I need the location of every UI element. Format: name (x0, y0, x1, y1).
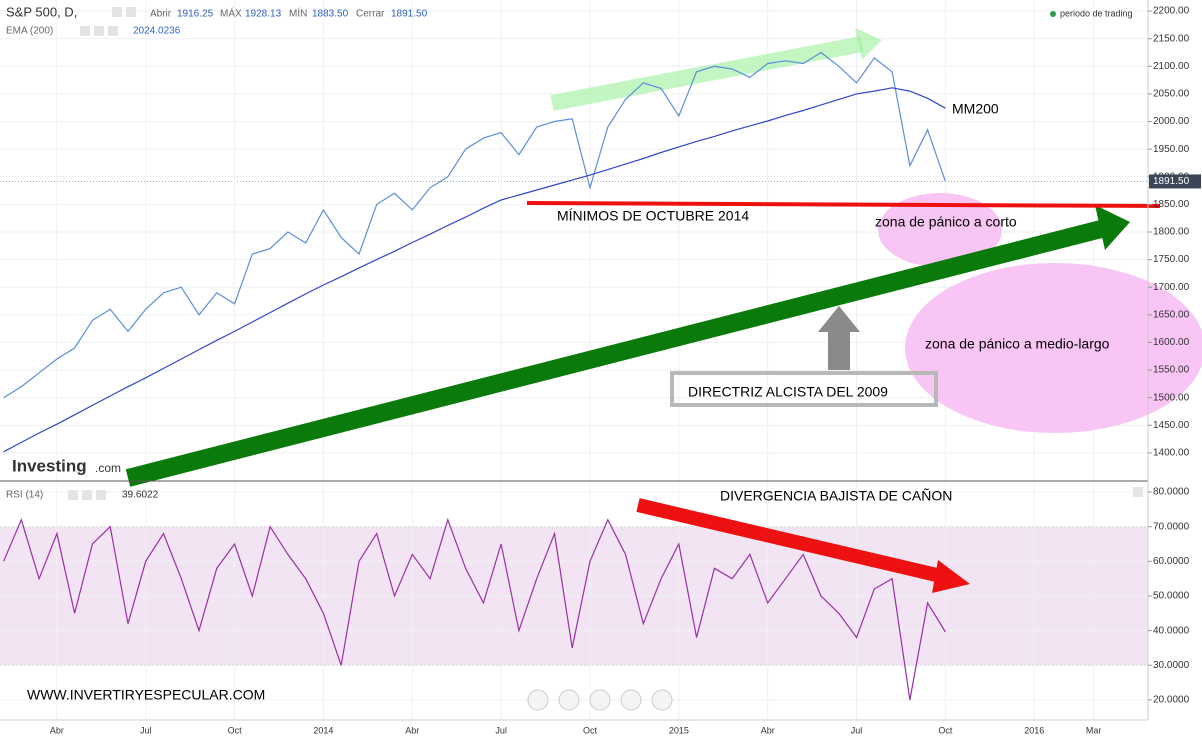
nav-button[interactable] (651, 689, 673, 711)
y-tick-label: 40.0000 (1153, 625, 1190, 636)
panic-zone (905, 263, 1202, 433)
rsi-label: RSI (14) (6, 490, 43, 501)
nav-buttons (527, 689, 673, 711)
y-tick-label: 1750.00 (1153, 254, 1190, 265)
nav-button[interactable] (589, 689, 611, 711)
x-tick-label: Abr (50, 725, 64, 735)
y-tick-label: 50.0000 (1153, 591, 1190, 602)
y-tick-label: 2150.00 (1153, 33, 1190, 44)
open-value: 1916.25 (177, 9, 214, 20)
panic-zone (878, 193, 1002, 267)
y-tick-label: 1950.00 (1153, 144, 1190, 155)
x-tick-label: 2014 (313, 725, 333, 735)
icon[interactable] (126, 7, 136, 17)
annotation: DIRECTRIZ ALCISTA DEL 2009 (688, 384, 888, 400)
y-tick-label: 1700.00 (1153, 282, 1190, 293)
series-line (3, 517, 946, 701)
arrow-body (828, 330, 850, 370)
high-value: 1928.13 (245, 9, 282, 20)
y-tick-label: 2100.00 (1153, 61, 1190, 72)
nav-button[interactable] (527, 689, 549, 711)
last-price-label: 1891.50 (1153, 176, 1190, 187)
y-tick-label: 60.0000 (1153, 556, 1190, 567)
divergence-arrow (636, 498, 947, 584)
y-tick-label: 30.0000 (1153, 660, 1190, 671)
open-label: Abrir (150, 9, 172, 20)
x-tick-label: 2016 (1024, 725, 1044, 735)
y-tick-label: 70.0000 (1153, 521, 1190, 532)
plot-layer (3, 51, 946, 701)
rsi-value: 39.6022 (122, 490, 159, 501)
icon[interactable] (68, 490, 78, 500)
ema-label: EMA (200) (6, 26, 53, 37)
logo: Investing (12, 456, 87, 475)
x-tick-label: Jul (495, 725, 507, 735)
arrow-head (932, 560, 970, 593)
x-tick-label: 2015 (669, 725, 689, 735)
x-tick-label: Jul (851, 725, 863, 735)
logo-suffix: .com (95, 461, 121, 475)
icon[interactable] (94, 26, 104, 36)
x-tick-label: Oct (583, 725, 598, 735)
icon[interactable] (82, 490, 92, 500)
ema-value: 2024.0236 (133, 26, 181, 37)
annotation: MÍNIMOS DE OCTUBRE 2014 (557, 208, 749, 224)
arrow-head (818, 306, 860, 332)
nav-button[interactable] (558, 689, 580, 711)
y-tick-label: 1500.00 (1153, 392, 1190, 403)
icon[interactable] (80, 26, 90, 36)
x-tick-label: Jul (140, 725, 152, 735)
y-tick-label: 1800.00 (1153, 227, 1190, 238)
low-value: 1883.50 (312, 9, 349, 20)
arrow-head (1095, 205, 1130, 250)
y-tick-label: 1400.00 (1153, 448, 1190, 459)
arrow-head (855, 28, 882, 60)
x-tick-label: Abr (761, 725, 775, 735)
symbol: S&P 500, D, (6, 4, 77, 19)
icon[interactable] (1133, 487, 1143, 497)
y-tick-label: 1550.00 (1153, 365, 1190, 376)
icon[interactable] (108, 26, 118, 36)
close-label: Cerrar (356, 9, 385, 20)
x-tick-label: Abr (405, 725, 419, 735)
series-line (3, 51, 946, 399)
last-price-badge (1149, 174, 1201, 189)
y-tick-label: 1850.00 (1153, 199, 1190, 210)
y-tick-label: 2200.00 (1153, 6, 1190, 17)
low-label: MÍN (289, 7, 307, 20)
annotation-layer (125, 28, 1202, 593)
annotation: DIVERGENCIA BAJISTA DE CAÑON (720, 488, 952, 504)
website: WWW.INVERTIRYESPECULAR.COM (27, 687, 265, 703)
icon[interactable] (112, 7, 122, 17)
session: periodo de trading (1060, 8, 1133, 18)
trendline-arrow (125, 219, 1108, 487)
trend-arrow (550, 36, 864, 111)
y-tick-label: 1650.00 (1153, 309, 1190, 320)
y-tick-label: 80.0000 (1153, 487, 1190, 498)
y-tick-label: 1450.00 (1153, 420, 1190, 431)
label-box (670, 371, 938, 407)
support-line (526, 201, 1161, 208)
nav-button[interactable] (620, 689, 642, 711)
icon[interactable] (96, 490, 106, 500)
x-tick-label: Oct (938, 725, 953, 735)
high-label: MÁX (220, 7, 242, 20)
y-tick-label: 20.0000 (1153, 695, 1190, 706)
grid-layer (0, 0, 1148, 720)
annotation: MM200 (952, 101, 999, 117)
status-dot (1050, 11, 1056, 17)
annotation: zona de pánico a medio-largo (925, 336, 1110, 352)
close-value: 1891.50 (391, 9, 428, 20)
x-tick-label: Oct (228, 725, 243, 735)
series-line (3, 87, 946, 453)
y-tick-label: 2000.00 (1153, 116, 1190, 127)
x-tick-label: Mar (1086, 725, 1102, 735)
y-tick-label: 1600.00 (1153, 337, 1190, 348)
y-tick-label: 2050.00 (1153, 89, 1190, 100)
annotation: zona de pánico a corto (875, 214, 1017, 230)
